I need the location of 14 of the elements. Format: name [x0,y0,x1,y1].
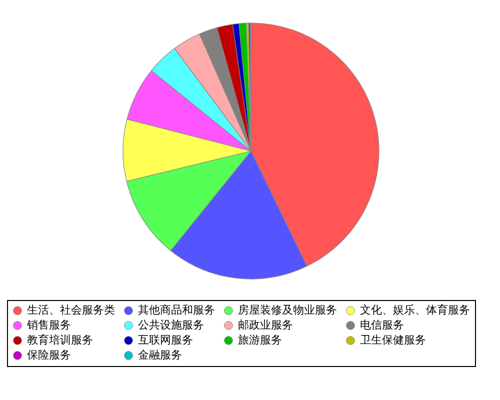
legend-label: 教育培训服务 [27,334,93,346]
legend-label: 其他商品和服务 [138,304,215,317]
legend-label: 互联网服务 [138,334,193,346]
legend-label: 邮政业服务 [238,318,293,332]
legend-label: 销售服务 [26,318,71,332]
legend-label: 金融服务 [138,348,182,362]
legend-label: 公共设施服务 [138,318,204,332]
legend-label: 旅游服务 [238,334,282,346]
legend-label: 电信服务 [360,318,404,332]
legend-label: 文化、娱乐、体育服务 [360,304,470,317]
legend-label: 生活、社会服务类 [27,304,115,317]
legend-label: 房屋装修及物业服务 [238,304,337,317]
legend-label: 保险服务 [27,348,71,362]
legend-label: 卫生保健服务 [360,334,426,346]
